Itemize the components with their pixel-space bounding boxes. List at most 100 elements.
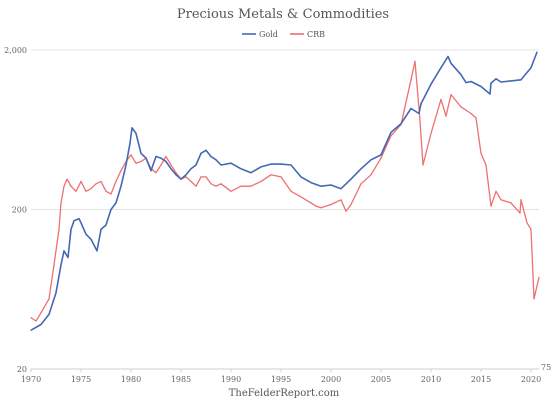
data-point-crb <box>85 190 87 192</box>
data-point-gold <box>160 157 162 159</box>
data-point-gold <box>250 172 252 174</box>
data-point-gold <box>195 164 197 166</box>
data-point-gold <box>205 149 207 151</box>
data-point-crb <box>315 205 317 207</box>
data-point-gold <box>536 51 538 53</box>
data-point-crb <box>205 176 207 178</box>
data-point-gold <box>145 157 147 159</box>
data-point-crb <box>220 183 222 185</box>
data-point-gold <box>380 154 382 156</box>
data-point-crb <box>490 205 492 207</box>
data-point-gold <box>155 155 157 158</box>
data-point-gold <box>320 185 322 187</box>
data-point-crb <box>500 199 502 201</box>
data-point-crb <box>430 132 432 134</box>
x-tick-label: 1970 <box>21 375 41 384</box>
data-point-gold <box>170 168 172 170</box>
data-point-gold <box>129 142 131 144</box>
data-point-crb <box>422 164 424 166</box>
legend-label-gold: Gold <box>259 30 278 39</box>
data-point-gold <box>340 188 342 190</box>
data-point-crb <box>240 185 242 187</box>
data-point-gold <box>135 132 137 134</box>
data-point-crb <box>340 199 342 201</box>
data-point-gold <box>200 152 202 154</box>
data-point-crb <box>520 199 522 201</box>
data-point-gold <box>96 250 98 252</box>
data-point-crb <box>475 117 477 119</box>
data-point-gold <box>470 80 472 83</box>
data-point-crb <box>360 183 362 185</box>
data-point-gold <box>60 264 62 266</box>
data-point-gold <box>67 256 69 259</box>
data-point-crb <box>419 120 421 122</box>
data-point-gold <box>530 67 532 69</box>
data-point-crb <box>190 180 192 182</box>
data-point-gold <box>125 164 127 166</box>
data-point-crb <box>526 222 528 224</box>
data-point-crb <box>390 135 392 137</box>
data-point-crb <box>495 190 497 192</box>
data-point-gold <box>310 182 312 184</box>
data-point-crb <box>63 185 65 187</box>
data-point-crb <box>345 210 347 212</box>
data-point-crb <box>450 94 452 96</box>
data-point-crb <box>185 176 187 178</box>
data-point-gold <box>115 202 117 204</box>
data-point-crb <box>165 155 167 158</box>
data-point-crb <box>280 176 282 178</box>
data-point-gold <box>131 127 133 129</box>
data-point-crb <box>290 190 292 192</box>
x-tick-label: 1985 <box>171 375 191 384</box>
data-point-gold <box>100 228 102 230</box>
x-tick-label: 2000 <box>321 375 341 384</box>
y-tick-label: 20 <box>17 365 27 374</box>
data-point-gold <box>440 67 442 69</box>
data-point-gold <box>290 164 292 166</box>
data-point-gold <box>150 170 152 172</box>
data-point-crb <box>170 164 172 166</box>
data-point-crb <box>440 98 442 100</box>
data-point-crb <box>330 203 332 206</box>
data-point-crb <box>370 174 372 176</box>
data-point-crb <box>310 202 312 204</box>
x-tick-label: 2005 <box>371 375 391 384</box>
data-point-crb <box>30 317 32 319</box>
last-value-label: 75 <box>541 363 551 372</box>
data-point-gold <box>190 168 192 170</box>
data-point-gold <box>300 176 302 178</box>
data-point-crb <box>300 196 302 198</box>
data-point-crb <box>130 154 132 156</box>
gridlines <box>31 49 539 370</box>
data-point-gold <box>210 155 212 158</box>
data-point-crb <box>460 106 462 108</box>
data-point-crb <box>414 60 416 62</box>
data-point-crb <box>53 264 55 266</box>
data-point-gold <box>185 174 187 176</box>
data-point-gold <box>260 166 262 168</box>
data-point-crb <box>230 190 232 192</box>
data-point-gold <box>370 159 372 161</box>
data-point-gold <box>390 131 392 133</box>
data-point-gold <box>280 163 282 165</box>
data-point-gold <box>40 323 42 326</box>
data-point-gold <box>460 74 462 76</box>
data-point-crb <box>90 188 92 190</box>
data-point-crb <box>95 183 97 185</box>
data-point-gold <box>520 79 522 81</box>
data-point-gold <box>500 81 502 83</box>
data-point-crb <box>155 172 157 174</box>
data-point-crb <box>80 180 82 182</box>
data-point-crb <box>105 190 107 192</box>
footer-credit: TheFelderReport.com <box>229 388 340 399</box>
data-point-crb <box>66 178 68 180</box>
data-point-gold <box>240 168 242 170</box>
data-point-crb <box>250 185 252 187</box>
data-point-gold <box>360 168 362 170</box>
x-tick-label: 1975 <box>71 375 91 384</box>
y-tick-label: 200 <box>12 206 27 215</box>
data-point-gold <box>447 55 449 58</box>
data-point-gold <box>73 220 75 222</box>
data-point-crb <box>210 183 212 185</box>
